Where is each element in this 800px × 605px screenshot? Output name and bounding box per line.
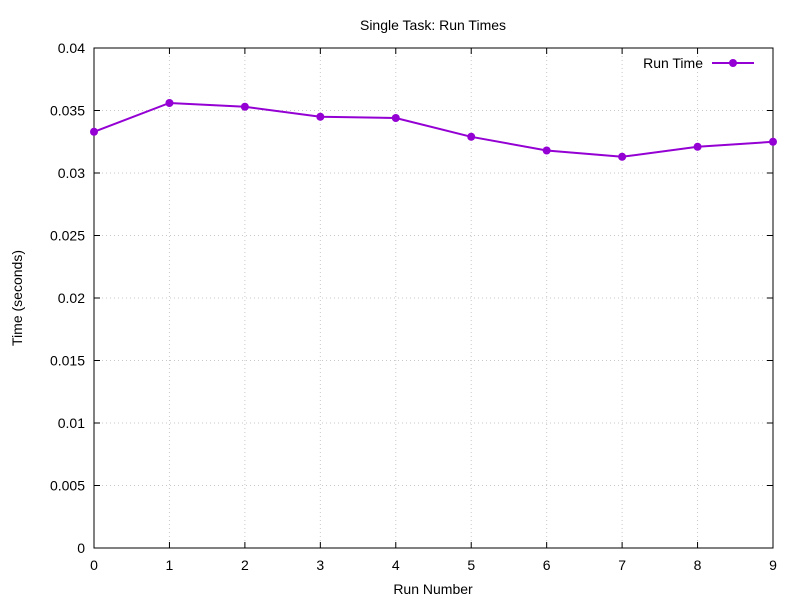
x-tick-label: 7	[618, 557, 626, 573]
y-tick-label: 0.035	[50, 103, 85, 119]
y-tick-label: 0.015	[50, 353, 85, 369]
y-tick-label: 0.04	[58, 40, 85, 56]
x-tick-label: 9	[769, 557, 777, 573]
data-point	[316, 112, 325, 121]
grid-lines	[94, 48, 773, 548]
axis-ticks: 0 0.005 0.01 0.015 0.02 0.025 0.03 0.035 0.04 0 1 2…	[50, 40, 777, 573]
x-tick-label: 0	[90, 557, 98, 573]
x-tick-label: 1	[166, 557, 174, 573]
data-point	[467, 132, 476, 141]
x-tick-label: 8	[694, 557, 702, 573]
y-axis-label: Time (seconds)	[9, 250, 25, 346]
data-point	[618, 152, 627, 161]
data-point	[90, 127, 98, 136]
x-tick-label: 5	[467, 557, 475, 573]
series-layer	[90, 99, 777, 161]
plot-frame	[93, 47, 774, 549]
series-line-run-time	[93, 101, 774, 158]
y-tick-label: 0.02	[58, 290, 85, 306]
x-tick-label: 3	[316, 557, 324, 573]
y-tick-label: 0.025	[50, 228, 85, 244]
x-tick-label: 6	[543, 557, 551, 573]
data-point	[769, 137, 777, 146]
data-point	[391, 114, 400, 122]
legend-marker	[729, 59, 737, 67]
y-tick-label: 0.03	[58, 165, 85, 181]
y-tick-label: 0	[77, 540, 85, 556]
data-point	[240, 102, 249, 111]
data-point	[693, 142, 702, 151]
y-tick-label: 0.01	[58, 415, 85, 431]
legend: Run Time	[643, 55, 754, 71]
chart-title: Single Task: Run Times	[360, 17, 506, 33]
x-tick-label: 4	[392, 557, 400, 573]
data-point	[165, 99, 174, 107]
data-point	[542, 146, 551, 155]
x-axis-label: Run Number	[393, 581, 473, 597]
y-tick-label: 0.005	[50, 478, 85, 494]
x-tick-label: 2	[241, 557, 249, 573]
legend-label: Run Time	[643, 55, 703, 71]
